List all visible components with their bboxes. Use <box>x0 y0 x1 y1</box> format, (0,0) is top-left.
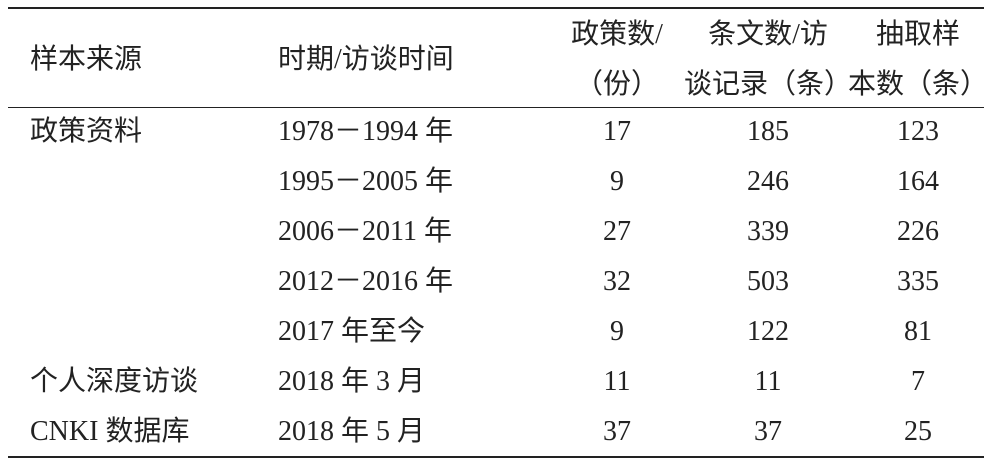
number-cell: 9 <box>610 316 624 347</box>
number-cell: 246 <box>747 166 789 197</box>
number-cell: 164 <box>897 166 939 197</box>
number-cell: 32 <box>603 266 631 297</box>
header-cell: 本数（条） <box>847 69 989 100</box>
number-cell: 122 <box>747 316 789 347</box>
header-cell: 抽取样 <box>875 19 961 50</box>
top-rule <box>8 7 984 9</box>
period-cell: 2012－2016 年 <box>278 266 454 297</box>
number-cell: 17 <box>603 116 631 147</box>
period-cell: 1978－1994 年 <box>278 116 454 147</box>
number-cell: 503 <box>747 266 789 297</box>
number-cell: 335 <box>897 266 939 297</box>
period-cell: 2018 年 3 月 <box>278 366 426 397</box>
number-cell: 25 <box>904 416 932 447</box>
number-cell: 27 <box>603 216 631 247</box>
number-cell: 11 <box>603 366 631 397</box>
source-cell: 政策资料 <box>30 116 143 147</box>
period-cell: 1995－2005 年 <box>278 166 454 197</box>
period-cell: 2017 年至今 <box>278 316 426 347</box>
source-cell: CNKI 数据库 <box>30 416 190 447</box>
number-cell: 339 <box>747 216 789 247</box>
number-cell: 11 <box>754 366 782 397</box>
number-cell: 37 <box>603 416 631 447</box>
number-cell: 185 <box>747 116 789 147</box>
header-cell: 政策数/ <box>571 19 663 50</box>
number-cell: 9 <box>610 166 624 197</box>
header-cell: 时期/访谈时间 <box>278 44 454 75</box>
number-cell: 123 <box>897 116 939 147</box>
number-cell: 226 <box>897 216 939 247</box>
number-cell: 7 <box>911 366 925 397</box>
period-cell: 2006－2011 年 <box>278 216 452 247</box>
header-cell: 样本来源 <box>30 44 143 75</box>
bottom-rule <box>8 456 984 458</box>
number-cell: 37 <box>754 416 782 447</box>
period-cell: 2018 年 5 月 <box>278 416 426 447</box>
header-cell: （份） <box>574 69 660 100</box>
source-cell: 个人深度访谈 <box>30 366 199 397</box>
header-cell: 谈记录（条） <box>683 69 853 100</box>
number-cell: 81 <box>904 316 932 347</box>
header-rule <box>8 107 984 108</box>
header-cell: 条文数/访 <box>708 19 828 50</box>
